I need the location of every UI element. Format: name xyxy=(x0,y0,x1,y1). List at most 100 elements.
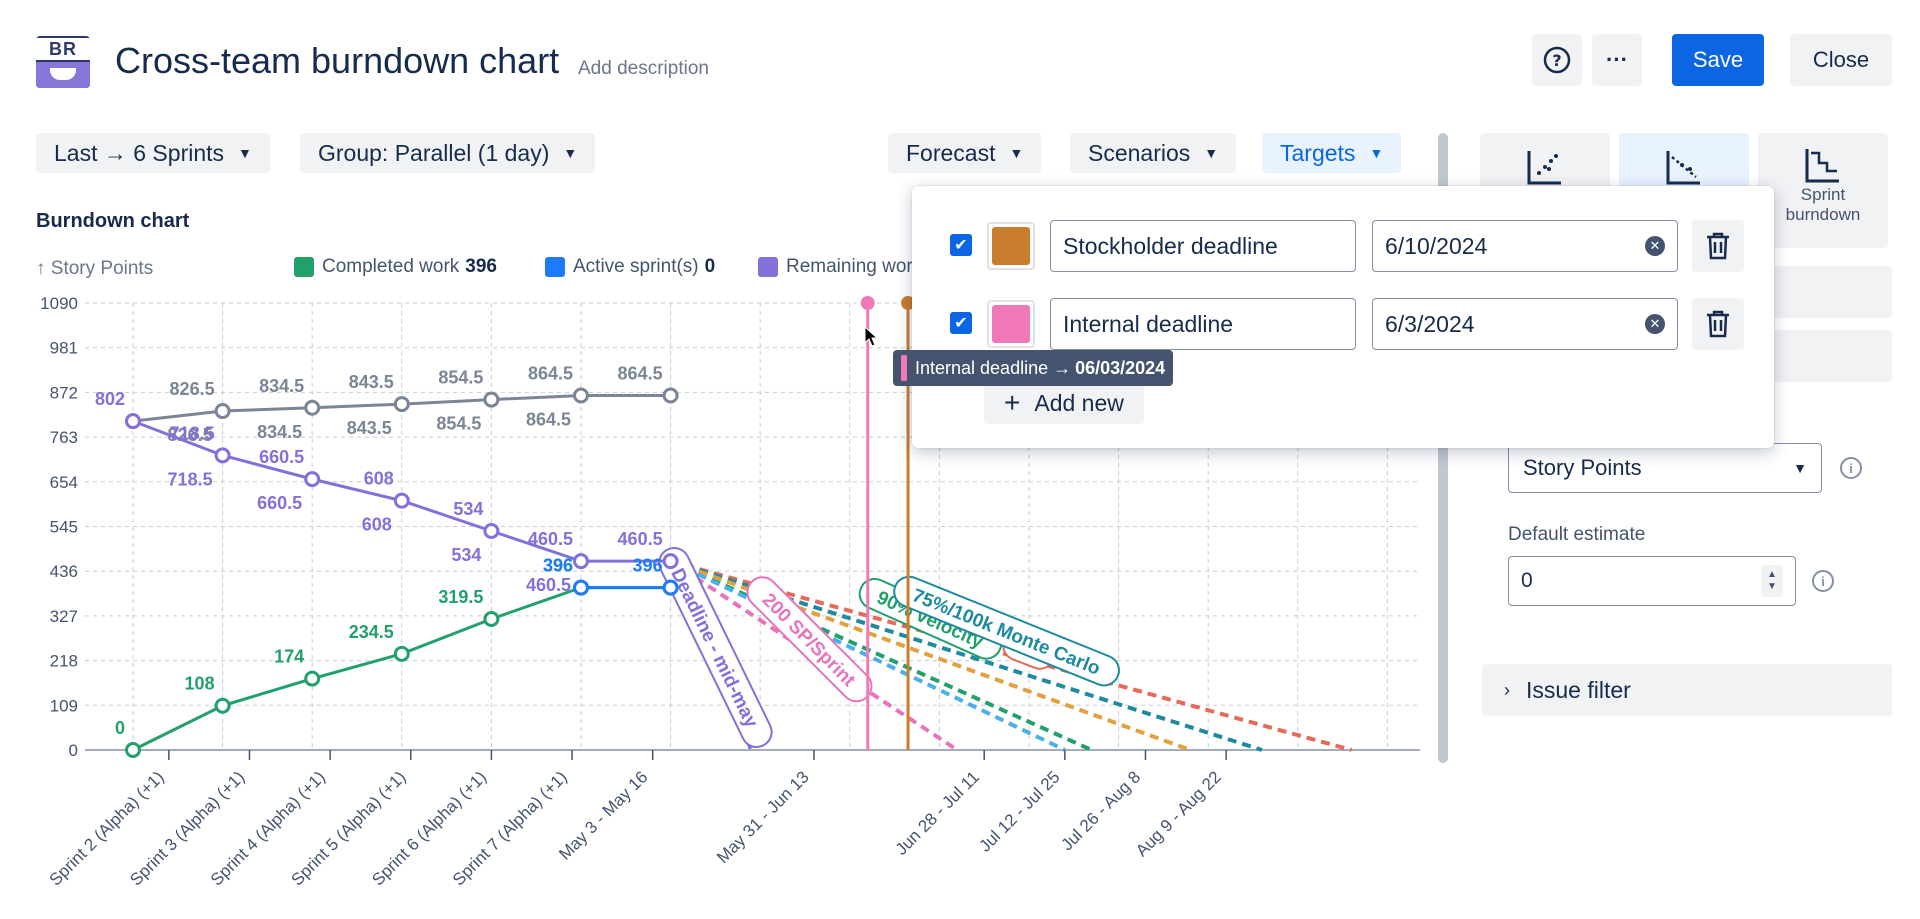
tab-sprint-burndown[interactable]: Sprint burndown xyxy=(1758,133,1888,248)
delete-target-button[interactable] xyxy=(1692,298,1744,350)
data-label: 460.5 xyxy=(618,529,663,549)
add-description-link[interactable]: Add description xyxy=(578,58,709,79)
x-tick-label: Jul 12 - Jul 25 xyxy=(975,767,1063,855)
data-point xyxy=(573,579,589,596)
x-tick-label: Jul 26 - Aug 8 xyxy=(1057,767,1144,854)
target-date-input[interactable]: 6/10/2024 ✕ xyxy=(1372,220,1678,272)
data-label: 718.5 xyxy=(168,469,213,489)
more-button[interactable]: ··· xyxy=(1592,34,1642,86)
svg-text:?: ? xyxy=(1552,51,1561,70)
y-tick-label: 109 xyxy=(50,696,78,715)
data-label: 608 xyxy=(364,469,394,489)
target-row: ✔ Internal deadline 6/3/2024 ✕ xyxy=(912,296,1774,350)
data-point xyxy=(214,403,231,420)
legend-completed[interactable]: Completed work 396 xyxy=(294,256,497,278)
data-label: 660.5 xyxy=(259,447,304,467)
scenarios-dropdown[interactable]: Scenarios ▼ xyxy=(1070,133,1237,173)
forecast-label-text: 200 SP/Sprint xyxy=(758,590,860,692)
chevron-down-icon: ▼ xyxy=(1369,145,1384,161)
target-name-input[interactable]: Stockholder deadline xyxy=(1050,220,1356,272)
data-label: 174 xyxy=(274,647,304,667)
forecast-label-bg xyxy=(893,575,1120,687)
x-tick-label: Aug 9 - Aug 22 xyxy=(1132,767,1225,860)
data-point xyxy=(662,553,679,570)
y-tick-label: 872 xyxy=(50,383,78,402)
default-estimate-label: Default estimate xyxy=(1508,524,1646,545)
data-point xyxy=(662,387,679,404)
target-checkbox[interactable]: ✔ xyxy=(950,234,972,256)
color-picker[interactable] xyxy=(987,222,1035,270)
series-line xyxy=(132,586,671,752)
targets-dropdown[interactable]: Targets ▼ xyxy=(1262,133,1402,173)
scatter-chart-icon xyxy=(1527,151,1561,185)
data-point xyxy=(304,399,321,416)
data-point xyxy=(483,391,500,408)
chart-scrollbar[interactable] xyxy=(1438,133,1448,763)
data-label: 843.5 xyxy=(347,418,392,438)
data-point xyxy=(125,742,141,758)
issue-filter-toggle[interactable]: › Issue filter xyxy=(1482,664,1892,716)
group-dropdown[interactable]: Group: Parallel (1 day) ▼ xyxy=(300,133,596,173)
color-picker[interactable] xyxy=(987,300,1035,348)
data-point xyxy=(304,670,321,687)
data-label: 234.5 xyxy=(349,622,394,642)
estimate-select[interactable]: Story Points ▼ xyxy=(1508,443,1822,493)
tooltip-marker xyxy=(901,355,907,381)
clear-icon[interactable]: ✕ xyxy=(1645,236,1665,256)
save-button[interactable]: Save xyxy=(1672,34,1764,86)
data-label: 660.5 xyxy=(257,493,302,513)
range-dropdown[interactable]: Last → 6 Sprints ▼ xyxy=(36,133,270,173)
chevron-down-icon: ▼ xyxy=(563,145,578,161)
y-tick-label: 763 xyxy=(50,428,78,447)
chart-title: Burndown chart xyxy=(36,210,190,232)
data-point xyxy=(393,396,410,413)
more-icon: ··· xyxy=(1606,47,1628,72)
clear-icon[interactable]: ✕ xyxy=(1645,314,1665,334)
chevron-down-icon: ▼ xyxy=(238,145,252,161)
y-axis-unit: ↑ Story Points xyxy=(36,258,154,279)
forecast-dropdown[interactable]: Forecast ▼ xyxy=(888,133,1042,173)
delete-target-button[interactable] xyxy=(1692,220,1744,272)
data-point xyxy=(214,697,231,714)
chevron-down-icon: ▼ xyxy=(1204,145,1219,161)
target-date-input[interactable]: 6/3/2024 ✕ xyxy=(1372,298,1678,350)
y-tick-label: 327 xyxy=(50,607,78,626)
number-stepper[interactable]: ▲ ▼ xyxy=(1761,565,1783,597)
data-label: 834.5 xyxy=(259,376,304,396)
data-label: 534 xyxy=(453,499,483,519)
data-label: 834.5 xyxy=(257,422,302,442)
chevron-down-icon: ▼ xyxy=(1793,460,1807,476)
legend-swatch xyxy=(294,257,314,277)
burndown-forecast-icon xyxy=(1666,151,1700,185)
info-icon[interactable]: i xyxy=(1840,457,1862,479)
data-label: 319.5 xyxy=(438,587,483,607)
forecast-line xyxy=(669,559,1263,752)
help-icon: ? xyxy=(1543,46,1571,74)
data-label: 854.5 xyxy=(438,368,483,388)
data-point xyxy=(573,553,589,570)
target-marker xyxy=(860,296,875,310)
data-label: 854.5 xyxy=(436,414,481,434)
close-button[interactable]: Close xyxy=(1790,34,1892,86)
data-label: 460.5 xyxy=(526,575,571,595)
data-point xyxy=(393,492,410,509)
data-point xyxy=(214,447,231,464)
page-title: Cross-team burndown chart xyxy=(115,40,560,81)
legend-active[interactable]: Active sprint(s) 0 xyxy=(545,256,715,278)
default-estimate-input[interactable]: 0 ▲ ▼ xyxy=(1508,556,1796,606)
help-button[interactable]: ? xyxy=(1532,34,1582,86)
chevron-right-icon: › xyxy=(1504,679,1510,700)
target-checkbox[interactable]: ✔ xyxy=(950,312,972,334)
target-name-input[interactable]: Internal deadline xyxy=(1050,298,1356,350)
data-point xyxy=(483,523,500,540)
targets-popup: ✔ Stockholder deadline 6/10/2024 ✕ ✔ Inte… xyxy=(912,186,1774,448)
y-tick-label: 218 xyxy=(50,652,78,671)
add-new-target-button[interactable]: + Add new xyxy=(984,382,1144,424)
forecast-label: 200 SP/Sprint xyxy=(746,576,873,703)
y-tick-label: 981 xyxy=(50,339,78,358)
legend-remaining[interactable]: Remaining work xyxy=(758,256,922,278)
info-icon[interactable]: i xyxy=(1812,570,1834,592)
data-label: 864.5 xyxy=(526,409,571,429)
data-point xyxy=(304,471,321,488)
